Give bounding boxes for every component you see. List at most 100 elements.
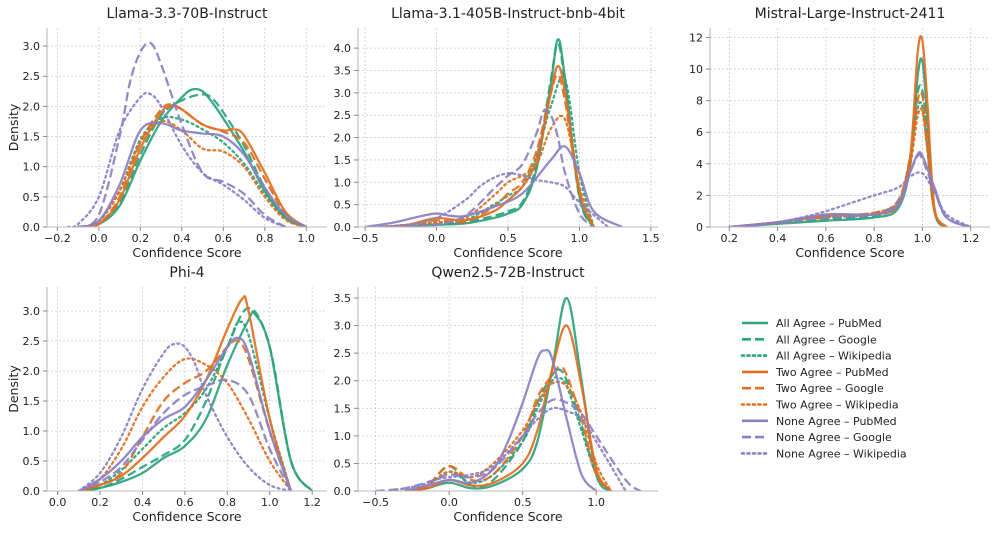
y-axis-label: Density (6, 103, 21, 151)
series-line-8 (77, 41, 287, 227)
x-axis-label: Confidence Score (453, 245, 563, 260)
panel-4: 0.0 0.2 0.4 0.6 0.8 1.0 1.2 0.0 0.5 1.0 1.5 2.0 2.5 3… (6, 265, 327, 524)
panel-title: Llama-3.3-70B-Instruct (107, 6, 268, 22)
y-axis-label: Density (6, 365, 21, 413)
series-line-5 (78, 339, 293, 491)
series-group (77, 295, 314, 491)
y-tick-label: 1.5 (23, 395, 41, 408)
legend-label: All Agree – Google (776, 333, 877, 346)
legend-label: None Agree – Wikipedia (776, 447, 907, 460)
series-line-1 (379, 38, 595, 227)
legend: All Agree – PubMed All Agree – Google All … (740, 317, 907, 460)
x-tick-label: 0.6 (176, 496, 194, 509)
y-tick-label: 4.0 (334, 42, 352, 55)
panel-title: Llama-3.1-405B-Instruct-bnb-4bit (391, 6, 625, 22)
y-tick-label: 12 (689, 31, 703, 44)
y-tick-label: 8 (696, 95, 703, 108)
series-line-6 (378, 114, 595, 227)
x-tick-label: 0.8 (256, 232, 274, 245)
x-tick-label: 0.2 (132, 232, 150, 245)
x-tick-label: 0.8 (219, 496, 237, 509)
series-line-4 (78, 295, 293, 491)
series-line-1 (77, 87, 307, 227)
x-tick-label: −0.2 (44, 232, 71, 245)
series-group (66, 41, 308, 227)
x-tick-label: 0.0 (49, 496, 67, 509)
y-tick-label: 3.0 (23, 305, 41, 318)
x-tick-label: 0.0 (440, 496, 458, 509)
x-tick-label: 0.5 (514, 496, 532, 509)
y-tick-label: 6 (696, 126, 703, 139)
x-tick-label: 1.0 (571, 232, 589, 245)
y-tick-label: 0.0 (334, 221, 352, 234)
x-tick-label: 0.0 (428, 232, 446, 245)
y-tick-label: 2.0 (334, 132, 352, 145)
y-tick-label: 3.0 (334, 87, 352, 100)
y-tick-label: 1.0 (334, 430, 352, 443)
x-tick-label: 1.5 (642, 232, 660, 245)
legend-label: Two Agree – Google (775, 382, 884, 395)
x-tick-label: 0.6 (817, 232, 835, 245)
y-tick-label: 2.5 (334, 109, 352, 122)
series-group (364, 38, 623, 227)
x-tick-label: 0.8 (865, 232, 883, 245)
x-tick-label: 1.0 (587, 496, 605, 509)
series-line-7 (364, 145, 623, 227)
series-line-5 (379, 73, 595, 227)
x-tick-label: 0.6 (215, 232, 233, 245)
panel-1: −0.2 0.0 0.2 0.4 0.6 0.8 1.00.00.51.01.52.02.5… (6, 6, 327, 260)
series-line-6 (77, 357, 293, 491)
y-tick-label: 2.0 (334, 375, 352, 388)
x-tick-label: −0.5 (362, 496, 389, 509)
x-tick-label: 1.0 (298, 232, 316, 245)
x-tick-label: 0.2 (91, 496, 109, 509)
series-group (728, 34, 972, 227)
panel-title: Qwen2.5-72B-Instruct (431, 265, 585, 281)
series-line-7 (404, 348, 598, 491)
series-line-8 (375, 398, 642, 491)
y-tick-label: 1.0 (23, 161, 41, 174)
x-tick-label: 0.4 (769, 232, 787, 245)
y-tick-label: 2.5 (23, 335, 41, 348)
series-line-9 (66, 91, 287, 227)
series-line-9 (389, 406, 627, 491)
y-tick-label: 0.0 (23, 221, 41, 234)
legend-label: Two Agree – Wikipedia (775, 399, 899, 412)
y-tick-label: 3.0 (334, 320, 352, 333)
y-tick-label: 10 (689, 63, 703, 76)
x-tick-label: 1.0 (914, 232, 932, 245)
y-tick-label: 0.5 (23, 455, 41, 468)
series-line-5 (77, 103, 307, 227)
panel-3: 0.2 0.4 0.6 0.8 1.0 1.2 0 2 4 6 8 10 12 Mistral-Large… (689, 6, 990, 260)
x-tick-label: 0.5 (499, 232, 517, 245)
y-tick-label: 2.5 (23, 70, 41, 83)
y-tick-label: 0.0 (23, 485, 41, 498)
y-tick-label: 1.0 (23, 425, 41, 438)
panel-title: Mistral-Large-Instruct-2411 (755, 6, 946, 22)
x-tick-label: 1.0 (261, 496, 279, 509)
y-tick-label: 1.5 (334, 402, 352, 415)
y-tick-label: 2.0 (23, 100, 41, 113)
series-line-2 (77, 93, 307, 227)
legend-label: All Agree – PubMed (776, 317, 882, 330)
series-group (375, 296, 642, 491)
series-line-9 (728, 171, 972, 227)
x-axis-label: Confidence Score (132, 245, 242, 260)
series-line-3 (77, 320, 293, 491)
y-tick-label: 1.0 (334, 176, 352, 189)
series-line-6 (76, 119, 308, 227)
x-tick-label: 0.0 (90, 232, 108, 245)
x-tick-label: 0.4 (173, 232, 191, 245)
series-line-6 (403, 380, 613, 491)
y-tick-label: 0.5 (23, 191, 41, 204)
y-tick-label: 0 (696, 221, 703, 234)
y-tick-label: 1.5 (23, 131, 41, 144)
x-axis-label: Confidence Score (453, 509, 563, 524)
legend-label: Two Agree – PubMed (775, 366, 889, 379)
series-line-8 (78, 378, 292, 491)
legend-label: All Agree – Wikipedia (776, 350, 892, 363)
panel-2: −0.5 0.0 0.5 1.0 1.50.00.51.01.52.02.53.03.5… (334, 6, 660, 260)
x-tick-label: 0.2 (721, 232, 739, 245)
y-tick-label: 2 (696, 189, 703, 202)
series-line-8 (729, 153, 972, 227)
